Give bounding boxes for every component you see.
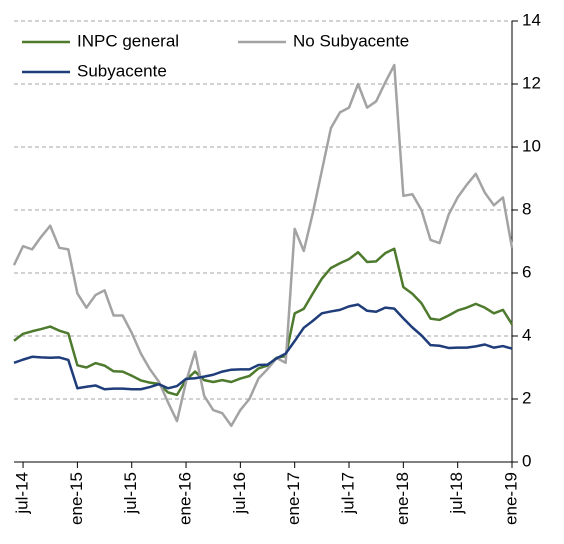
x-tick-label: jul-17 — [339, 472, 358, 515]
legend-label: INPC general — [77, 31, 179, 50]
legend-label: Subyacente — [77, 61, 167, 80]
y-tick-label: 2 — [522, 388, 531, 407]
x-tick-label: jul-16 — [230, 472, 249, 515]
legend-label: No Subyacente — [293, 31, 409, 50]
y-tick-label: 8 — [522, 199, 531, 218]
y-tick-label: 14 — [522, 10, 541, 29]
line-series — [13, 247, 514, 397]
y-tick-label: 10 — [522, 136, 541, 155]
x-tick-label: ene-15 — [67, 472, 86, 525]
y-tick-label: 6 — [522, 262, 531, 281]
y-tick-label: 4 — [522, 325, 531, 344]
y-tick-label: 12 — [522, 73, 541, 92]
x-tick-label: ene-18 — [393, 472, 412, 525]
x-tick-label: ene-19 — [501, 472, 520, 525]
y-tick-label: 0 — [522, 451, 531, 470]
x-tick-label: ene-17 — [284, 472, 303, 525]
line-series — [13, 303, 513, 391]
x-tick-label: jul-14 — [13, 472, 32, 515]
x-tick-label: jul-18 — [447, 472, 466, 515]
x-tick-label: ene-16 — [176, 472, 195, 525]
x-tick-label: jul-15 — [121, 472, 140, 515]
line-series — [12, 63, 514, 428]
